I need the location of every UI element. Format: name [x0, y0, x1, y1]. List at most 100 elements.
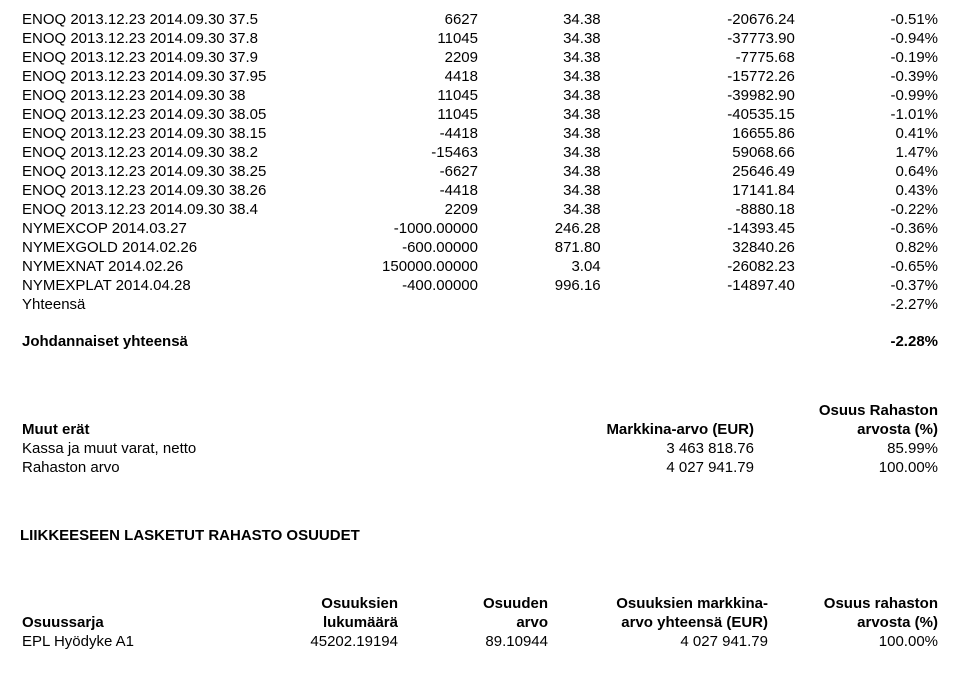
row-v2: 246.28 — [480, 219, 603, 238]
row-v4: -0.65% — [797, 257, 940, 276]
osu-h1a: Osuuksien — [220, 594, 400, 613]
row-v2: 34.38 — [480, 29, 603, 48]
row-johdannaiset: Johdannaiset yhteensä -2.28% — [20, 332, 940, 351]
row-v4: -0.37% — [797, 276, 940, 295]
row-label: ENOQ 2013.12.23 2014.09.30 38 — [20, 86, 316, 105]
row-v4: -1.01% — [797, 105, 940, 124]
row-v3: -40535.15 — [603, 105, 797, 124]
row-v1: 6627 — [316, 10, 480, 29]
row-v2: 871.80 — [480, 238, 603, 257]
row-v2: 34.38 — [480, 200, 603, 219]
osu-h2a: Osuuden — [400, 594, 550, 613]
row-v2: 34.38 — [480, 86, 603, 105]
osu-h1b: lukumäärä — [220, 613, 400, 632]
row-label: ENOQ 2013.12.23 2014.09.30 37.8 — [20, 29, 316, 48]
row-label: ENOQ 2013.12.23 2014.09.30 37.9 — [20, 48, 316, 67]
liikkeeseen-title: LIIKKEESEEN LASKETUT RAHASTO OSUUDET — [20, 527, 940, 544]
row-v2: 34.38 — [480, 105, 603, 124]
table-row: ENOQ 2013.12.23 2014.09.30 38.051104534.… — [20, 105, 940, 124]
row-v4: 0.64% — [797, 162, 940, 181]
osuussarja-table: Osuussarja Osuuksien Osuuden Osuuksien m… — [20, 594, 940, 651]
row-label: Kassa ja muut varat, netto — [20, 439, 316, 458]
row-v2: 85.99% — [756, 439, 940, 458]
row-v3: -14897.40 — [603, 276, 797, 295]
row-v3: 25646.49 — [603, 162, 797, 181]
row-v2: 34.38 — [480, 10, 603, 29]
row-v4: 1.47% — [797, 143, 940, 162]
row-v2: 34.38 — [480, 181, 603, 200]
row-v2: 34.38 — [480, 48, 603, 67]
row-label: ENOQ 2013.12.23 2014.09.30 38.2 — [20, 143, 316, 162]
osu-h3a: Osuuksien markkina- — [550, 594, 770, 613]
table-row: ENOQ 2013.12.23 2014.09.30 37.81104534.3… — [20, 29, 940, 48]
row-v4: -0.39% — [797, 67, 940, 86]
muut-share-header-1: Osuus Rahaston — [756, 401, 940, 420]
row-v1: 150000.00000 — [316, 257, 480, 276]
row-yhteensa: Yhteensä -2.27% — [20, 295, 940, 314]
row-label: EPL Hyödyke A1 — [20, 632, 220, 651]
muut-share-header-2: arvosta (%) — [756, 420, 940, 439]
row-v1: -400.00000 — [316, 276, 480, 295]
row-v3: -14393.45 — [603, 219, 797, 238]
row-label: NYMEXPLAT 2014.04.28 — [20, 276, 316, 295]
row-label: ENOQ 2013.12.23 2014.09.30 38.4 — [20, 200, 316, 219]
row-label: ENOQ 2013.12.23 2014.09.30 38.25 — [20, 162, 316, 181]
row-v1: -6627 — [316, 162, 480, 181]
row-v1: 4418 — [316, 67, 480, 86]
table-row: NYMEXGOLD 2014.02.26-600.00000871.803284… — [20, 238, 940, 257]
row-v4: -0.51% — [797, 10, 940, 29]
table-row: Kassa ja muut varat, netto3 463 818.7685… — [20, 439, 940, 458]
table-row: ENOQ 2013.12.23 2014.09.30 37.5662734.38… — [20, 10, 940, 29]
table-row: ENOQ 2013.12.23 2014.09.30 38.2-1546334.… — [20, 143, 940, 162]
row-v4: -0.19% — [797, 48, 940, 67]
row-v3: 32840.26 — [603, 238, 797, 257]
row-v1: 11045 — [316, 29, 480, 48]
row-v2: 100.00% — [756, 458, 940, 477]
table-row: ENOQ 2013.12.23 2014.09.30 38.25-662734.… — [20, 162, 940, 181]
yhteensa-label: Yhteensä — [20, 295, 316, 314]
row-v3: -26082.23 — [603, 257, 797, 276]
table-row: ENOQ 2013.12.23 2014.09.30 38.15-441834.… — [20, 124, 940, 143]
table-row: EPL Hyödyke A145202.1919489.109444 027 9… — [20, 632, 940, 651]
osu-h0: Osuussarja — [20, 594, 220, 632]
row-v3: 4 027 941.79 — [550, 632, 770, 651]
row-v2: 34.38 — [480, 124, 603, 143]
row-v3: -37773.90 — [603, 29, 797, 48]
osu-h4a: Osuus rahaston — [770, 594, 940, 613]
row-v4: 100.00% — [770, 632, 940, 651]
osu-h2b: arvo — [400, 613, 550, 632]
row-v1: -1000.00000 — [316, 219, 480, 238]
row-v3: -8880.18 — [603, 200, 797, 219]
table-row: ENOQ 2013.12.23 2014.09.30 38.4220934.38… — [20, 200, 940, 219]
row-v3: 59068.66 — [603, 143, 797, 162]
row-v4: -0.94% — [797, 29, 940, 48]
table-row: ENOQ 2013.12.23 2014.09.30 38.26-441834.… — [20, 181, 940, 200]
table-row: NYMEXCOP 2014.03.27-1000.00000246.28-143… — [20, 219, 940, 238]
row-v4: 0.43% — [797, 181, 940, 200]
row-v2: 89.10944 — [400, 632, 550, 651]
row-label: ENOQ 2013.12.23 2014.09.30 38.15 — [20, 124, 316, 143]
row-v2: 34.38 — [480, 67, 603, 86]
muut-mkt-header: Markkina-arvo (EUR) — [316, 401, 756, 439]
row-label: ENOQ 2013.12.23 2014.09.30 37.95 — [20, 67, 316, 86]
row-v1: -600.00000 — [316, 238, 480, 257]
row-v1: 2209 — [316, 48, 480, 67]
muut-title: Muut erät — [20, 401, 316, 439]
row-v3: 16655.86 — [603, 124, 797, 143]
row-label: NYMEXGOLD 2014.02.26 — [20, 238, 316, 257]
table-row: Rahaston arvo4 027 941.79100.00% — [20, 458, 940, 477]
row-label: Rahaston arvo — [20, 458, 316, 477]
muut-erat-table: Muut erät Markkina-arvo (EUR) Osuus Raha… — [20, 401, 940, 477]
johdannaiset-val: -2.28% — [797, 332, 940, 351]
table-row: ENOQ 2013.12.23 2014.09.30 37.9220934.38… — [20, 48, 940, 67]
row-v2: 34.38 — [480, 162, 603, 181]
row-v3: -39982.90 — [603, 86, 797, 105]
row-label: ENOQ 2013.12.23 2014.09.30 38.05 — [20, 105, 316, 124]
row-v3: 17141.84 — [603, 181, 797, 200]
johdannaiset-label: Johdannaiset yhteensä — [20, 332, 316, 351]
row-v1: 11045 — [316, 86, 480, 105]
derivatives-table: ENOQ 2013.12.23 2014.09.30 37.5662734.38… — [20, 10, 940, 351]
table-row: NYMEXPLAT 2014.04.28-400.00000996.16-148… — [20, 276, 940, 295]
osu-h4b: arvosta (%) — [770, 613, 940, 632]
row-v1: -15463 — [316, 143, 480, 162]
